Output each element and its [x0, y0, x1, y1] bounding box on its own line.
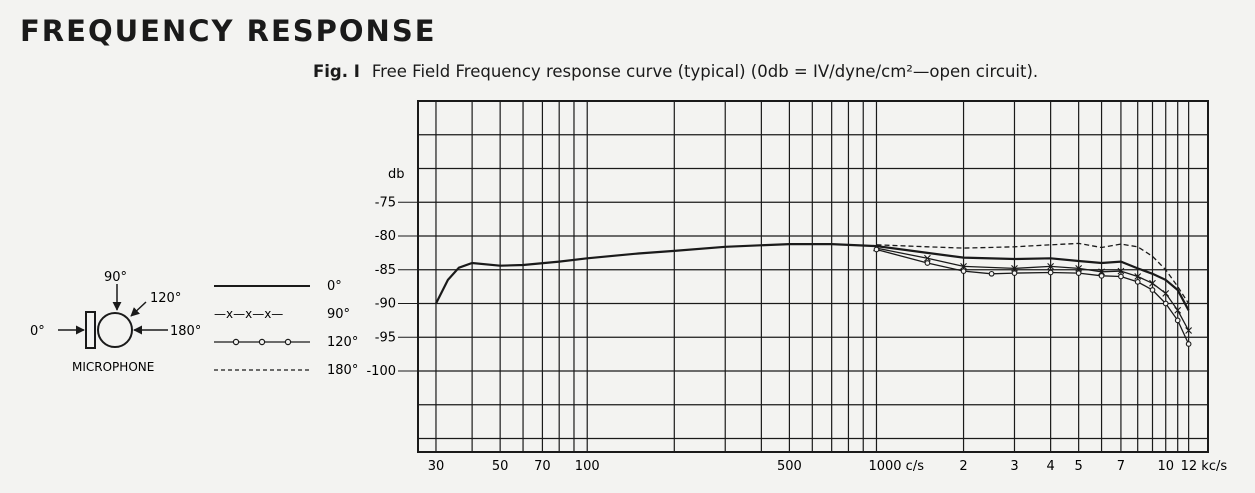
grid	[418, 101, 1208, 452]
y-tick-label: -100	[366, 364, 396, 379]
data-point-circle	[1011, 270, 1018, 276]
angle-label-120: 120°	[150, 291, 181, 306]
data-point-cross	[1011, 265, 1018, 272]
data-point-cross	[1047, 262, 1055, 270]
series-line-0deg	[435, 243, 1190, 311]
legend-item-90: —x—x—x— 90°	[214, 307, 350, 322]
x-tick-label: 2	[959, 459, 967, 474]
x-tick-label: 500	[777, 459, 802, 474]
y-tick-label: -90	[375, 297, 396, 312]
x-tick-label: 1000 c/s	[868, 459, 924, 474]
x-tick-label: 50	[492, 459, 509, 474]
data-point-cross	[1185, 327, 1193, 334]
legend-sample-cross: —x—x—x—	[214, 307, 283, 321]
legend-marker	[232, 338, 240, 346]
y-axis: db -75 -80 -85 -90 -95 -100	[366, 167, 418, 379]
data-point-circle	[1185, 341, 1192, 347]
legend-item-0: 0°	[214, 279, 342, 294]
data-point-cross	[1174, 306, 1182, 314]
y-tick-label: -95	[375, 330, 396, 345]
x-tick-label: 30	[428, 459, 445, 474]
legend-marker	[258, 338, 266, 346]
data-point-cross	[924, 254, 931, 262]
data-point-cross	[1117, 267, 1125, 275]
y-tick-label: -85	[375, 263, 396, 278]
y-axis-label: db	[388, 167, 405, 182]
x-tick-label: 7	[1117, 459, 1125, 474]
data-point-cross	[1162, 289, 1170, 297]
data-point-cross	[1098, 268, 1105, 276]
legend: 0° —x—x—x— 90° 120° 180°	[214, 279, 358, 378]
page-title: FREQUENCY RESPONSE	[20, 14, 437, 48]
legend-label-90: 90°	[327, 307, 350, 322]
x-tick-label: 12 kc/s	[1181, 459, 1228, 474]
series-line-90deg	[876, 247, 1190, 331]
plot-frame	[417, 100, 1209, 453]
data-point-cross	[1134, 273, 1142, 280]
data-point-circle	[1174, 317, 1181, 324]
microphone-body	[85, 311, 96, 349]
figure-label: Fig. I	[313, 62, 360, 81]
series-line-120deg	[876, 248, 1190, 345]
x-tick-label: 3	[1010, 459, 1018, 474]
data-point-circle	[960, 268, 967, 274]
x-tick-label: 5	[1075, 459, 1083, 474]
data-point-circle	[1118, 273, 1124, 280]
data-point-cross	[1075, 265, 1083, 272]
series-group	[435, 242, 1193, 347]
x-tick-label: 70	[534, 459, 551, 474]
x-axis: 30 50 70 100 500 1000 c/s 2 3 4 5 7 10 12 kc/s	[428, 459, 1228, 474]
microphone-diagram: 0° 90° 120° 180° MICROPHONE	[30, 270, 200, 374]
data-point-circle	[924, 260, 931, 266]
y-tick-label: -80	[375, 229, 396, 244]
arrow-120deg	[130, 301, 147, 317]
legend-item-180: 180°	[214, 363, 358, 378]
series-line-180deg	[876, 242, 1190, 304]
data-point-cross	[1149, 279, 1156, 287]
angle-label-90: 90°	[104, 270, 127, 285]
microphone-label: MICROPHONE	[72, 360, 154, 374]
figure-caption-text: Free Field Frequency response curve (typ…	[371, 62, 1039, 81]
data-point-circle	[1149, 287, 1156, 293]
x-tick-label: 100	[575, 459, 600, 474]
data-point-circle	[1098, 272, 1105, 279]
angle-label-0: 0°	[30, 324, 45, 339]
angle-label-180: 180°	[170, 324, 200, 339]
legend-label-120: 120°	[327, 335, 358, 350]
data-point-circle	[1134, 279, 1141, 285]
y-tick-label: -75	[375, 195, 396, 210]
data-point-circle	[988, 270, 995, 277]
legend-marker	[284, 338, 292, 346]
legend-label-180: 180°	[327, 363, 358, 378]
figure-caption: Fig. I Free Field Frequency response curv…	[313, 62, 1038, 81]
data-point-circle	[1162, 300, 1169, 307]
x-tick-label: 10	[1157, 459, 1174, 474]
legend-label-0: 0°	[327, 279, 342, 294]
legend-item-120: 120°	[214, 335, 358, 350]
data-point-circle	[1047, 269, 1054, 276]
microphone-capsule	[97, 312, 133, 348]
data-point-circle	[1075, 270, 1082, 276]
x-tick-label: 4	[1046, 459, 1054, 474]
data-point-circle	[873, 246, 880, 253]
data-point-cross	[960, 262, 967, 270]
